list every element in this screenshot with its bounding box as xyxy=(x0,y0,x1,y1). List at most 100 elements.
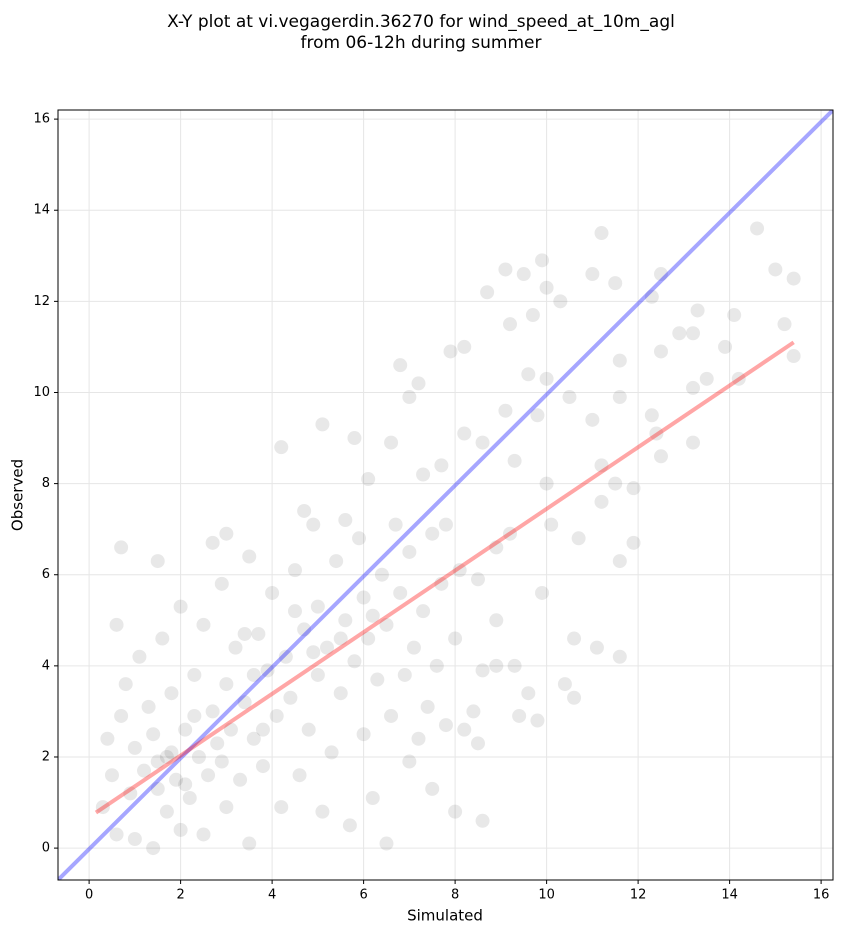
point xyxy=(297,503,312,518)
x-tick-label: 4 xyxy=(268,888,276,903)
point xyxy=(489,658,504,673)
point xyxy=(187,708,202,723)
point xyxy=(370,672,385,687)
point xyxy=(402,544,417,559)
plot-frame xyxy=(57,109,834,881)
point xyxy=(402,754,417,769)
point xyxy=(274,800,289,815)
point xyxy=(356,590,371,605)
point xyxy=(686,380,701,395)
point xyxy=(141,699,156,714)
point xyxy=(567,690,582,705)
point xyxy=(352,531,367,546)
point xyxy=(242,549,257,564)
point xyxy=(562,390,577,405)
point xyxy=(219,800,234,815)
x-tick-label: 10 xyxy=(538,888,555,903)
point xyxy=(315,417,330,432)
point xyxy=(287,604,302,619)
point xyxy=(287,563,302,578)
point xyxy=(251,626,266,641)
point xyxy=(205,704,220,719)
point xyxy=(123,786,138,801)
point xyxy=(416,467,431,482)
point xyxy=(301,722,316,737)
point xyxy=(393,585,408,600)
point xyxy=(310,599,325,614)
point xyxy=(448,631,463,646)
point xyxy=(406,640,421,655)
point xyxy=(438,517,453,532)
point xyxy=(653,344,668,359)
point xyxy=(470,736,485,751)
y-tick-label: 12 xyxy=(33,294,50,309)
point xyxy=(594,458,609,473)
point xyxy=(457,426,472,441)
point xyxy=(644,289,659,304)
point xyxy=(434,458,449,473)
point xyxy=(118,677,133,692)
x-tick-label: 0 xyxy=(85,888,93,903)
point xyxy=(384,435,399,450)
point xyxy=(178,722,193,737)
point xyxy=(274,440,289,455)
point xyxy=(429,658,444,673)
y-tick-label: 10 xyxy=(33,385,50,400)
point xyxy=(329,554,344,569)
point xyxy=(507,453,522,468)
point xyxy=(466,704,481,719)
point xyxy=(626,481,641,496)
point xyxy=(132,649,147,664)
point xyxy=(535,253,550,268)
point xyxy=(127,740,142,755)
point xyxy=(443,344,458,359)
point xyxy=(338,613,353,628)
point xyxy=(690,303,705,318)
point xyxy=(146,727,161,742)
point xyxy=(292,768,307,783)
chart-title: X-Y plot at vi.vegagerdin.36270 for wind… xyxy=(167,12,675,32)
x-tick-label: 14 xyxy=(721,888,738,903)
x-tick-label: 2 xyxy=(176,888,184,903)
point xyxy=(397,667,412,682)
point xyxy=(438,718,453,733)
point xyxy=(191,749,206,764)
point xyxy=(150,554,165,569)
point xyxy=(173,599,188,614)
point xyxy=(786,271,801,286)
point xyxy=(777,317,792,332)
point xyxy=(333,631,348,646)
point xyxy=(246,731,261,746)
point xyxy=(608,276,623,291)
point xyxy=(246,667,261,682)
chart-title: from 06-12h during summer xyxy=(301,33,542,53)
point xyxy=(137,763,152,778)
point xyxy=(457,722,472,737)
point xyxy=(265,585,280,600)
y-tick-label: 0 xyxy=(42,841,50,856)
point xyxy=(127,831,142,846)
y-tick-label: 8 xyxy=(42,476,50,491)
point xyxy=(416,604,431,619)
fit-line xyxy=(58,110,833,880)
point xyxy=(187,667,202,682)
point xyxy=(768,262,783,277)
point xyxy=(347,431,362,446)
point xyxy=(612,554,627,569)
point xyxy=(516,267,531,282)
point xyxy=(100,731,115,746)
point xyxy=(521,367,536,382)
point xyxy=(480,285,495,300)
y-tick-label: 14 xyxy=(33,203,50,218)
point xyxy=(164,686,179,701)
point xyxy=(530,408,545,423)
point xyxy=(365,608,380,623)
point xyxy=(626,535,641,550)
point xyxy=(269,708,284,723)
point xyxy=(228,640,243,655)
point xyxy=(434,576,449,591)
point xyxy=(182,790,197,805)
point xyxy=(402,390,417,405)
point xyxy=(457,339,472,354)
